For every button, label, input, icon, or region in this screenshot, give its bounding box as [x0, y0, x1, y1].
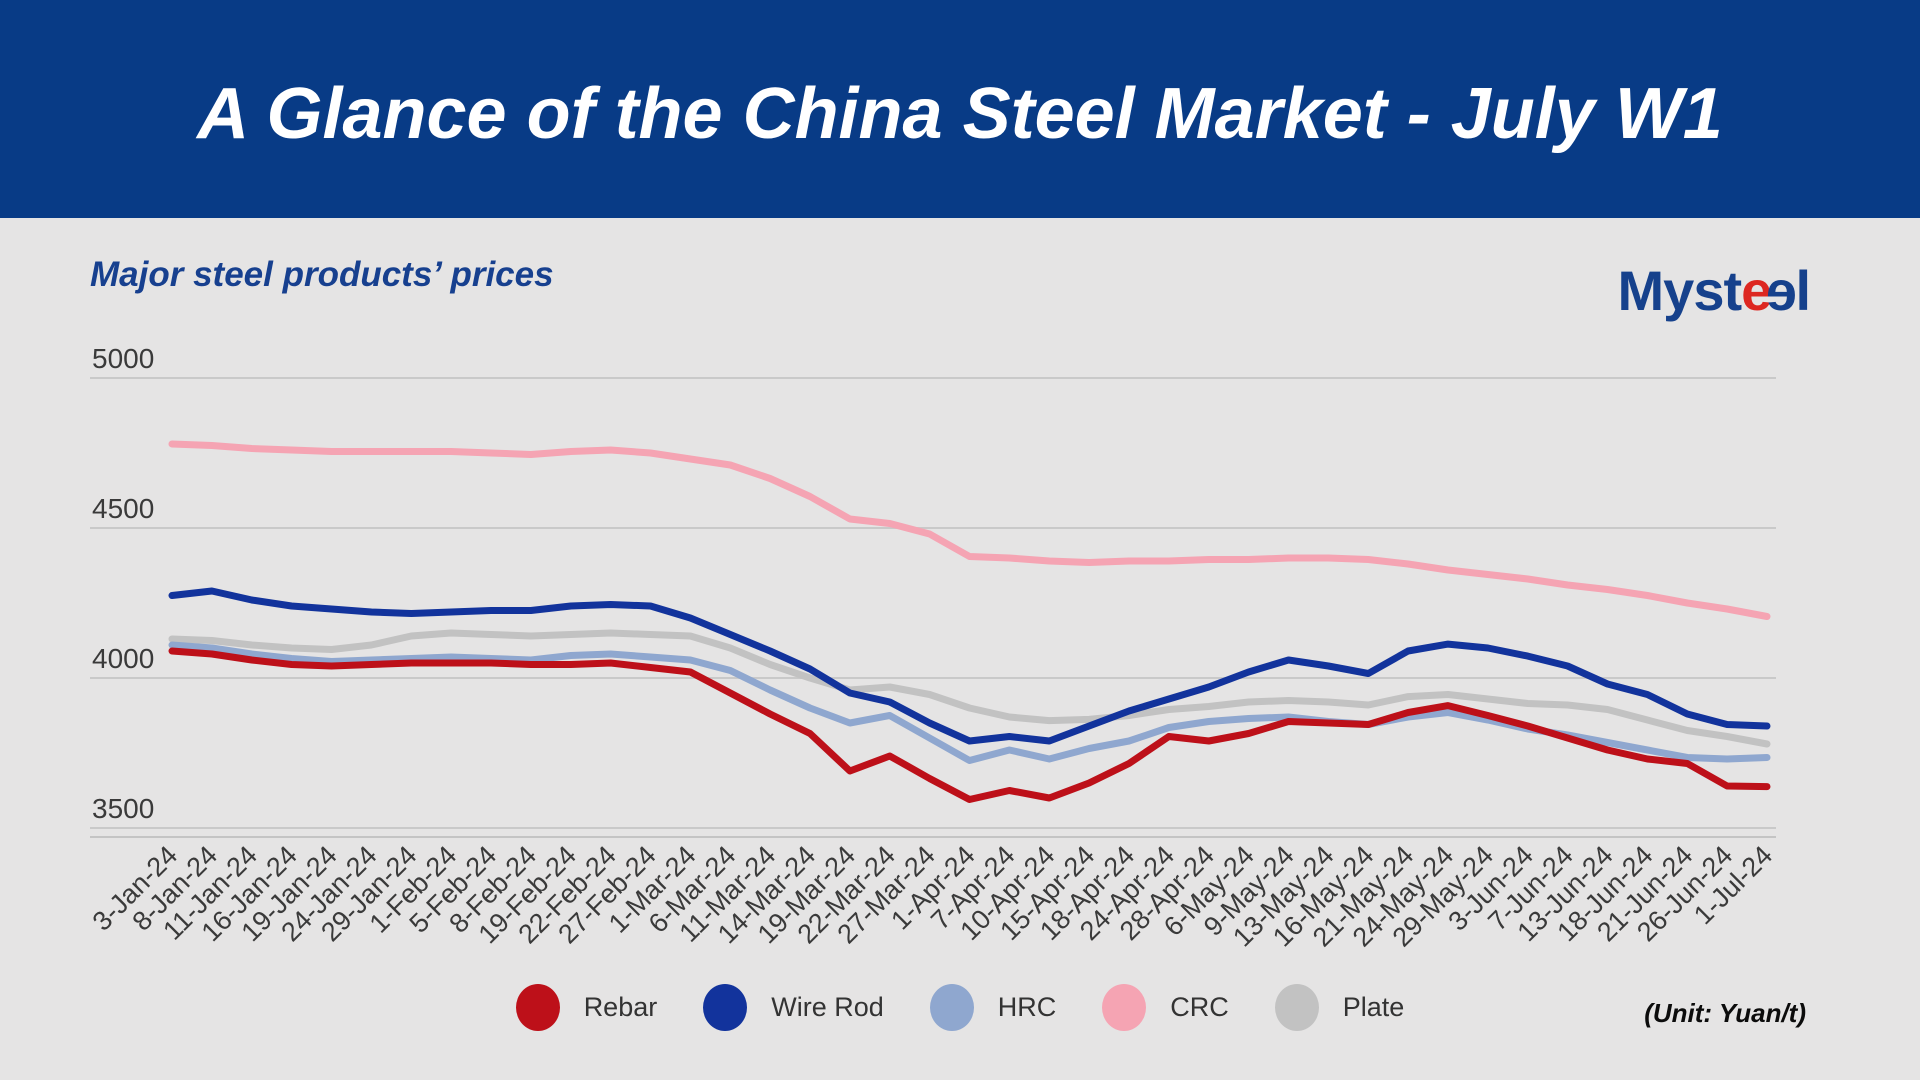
series-line-hrc [168, 641, 1771, 764]
legend-item-rebar: Rebar [515, 984, 658, 1031]
chart-legend: Rebar Wire Rod HRC CRC Plate [0, 984, 1920, 1031]
y-tick-label: 3500 [92, 793, 154, 824]
legend-dot-crc-icon [1102, 984, 1147, 1031]
y-tick-label: 5000 [92, 343, 154, 374]
legend-label-wire-rod: Wire Rod [771, 992, 884, 1022]
logo-letter-l: l [1795, 259, 1811, 322]
legend-dot-wire-rod-icon [703, 984, 748, 1031]
mysteel-logo: Mysteel [1617, 258, 1811, 323]
legend-label-crc: CRC [1170, 992, 1229, 1022]
y-tick-label: 4000 [92, 643, 154, 674]
legend-item-plate: Plate [1274, 984, 1405, 1031]
legend-label-rebar: Rebar [583, 992, 658, 1022]
legend-label-hrc: HRC [997, 992, 1057, 1022]
header-banner: A Glance of the China Steel Market - Jul… [0, 0, 1920, 218]
legend-dot-plate-icon [1274, 984, 1319, 1031]
logo-text-myst: Myst [1617, 259, 1743, 322]
legend-item-crc: CRC [1102, 984, 1229, 1031]
unit-note: (Unit: Yuan/t) [1644, 998, 1806, 1028]
series-line-rebar [168, 647, 1771, 803]
page-title: A Glance of the China Steel Market - Jul… [197, 74, 1723, 154]
legend-item-wire-rod: Wire Rod [703, 984, 884, 1031]
legend-label-plate: Plate [1342, 992, 1405, 1022]
legend-dot-hrc-icon [929, 984, 974, 1031]
legend-dot-rebar-icon [515, 984, 560, 1031]
series-line-crc [168, 440, 1771, 620]
series-line-wire-rod [168, 587, 1771, 745]
chart-title: Major steel products’ prices [90, 255, 554, 294]
series-line-plate [168, 629, 1771, 748]
y-tick-label: 4500 [92, 493, 154, 524]
legend-item-hrc: HRC [929, 984, 1057, 1031]
logo-letter-e-red: e [1741, 259, 1772, 322]
